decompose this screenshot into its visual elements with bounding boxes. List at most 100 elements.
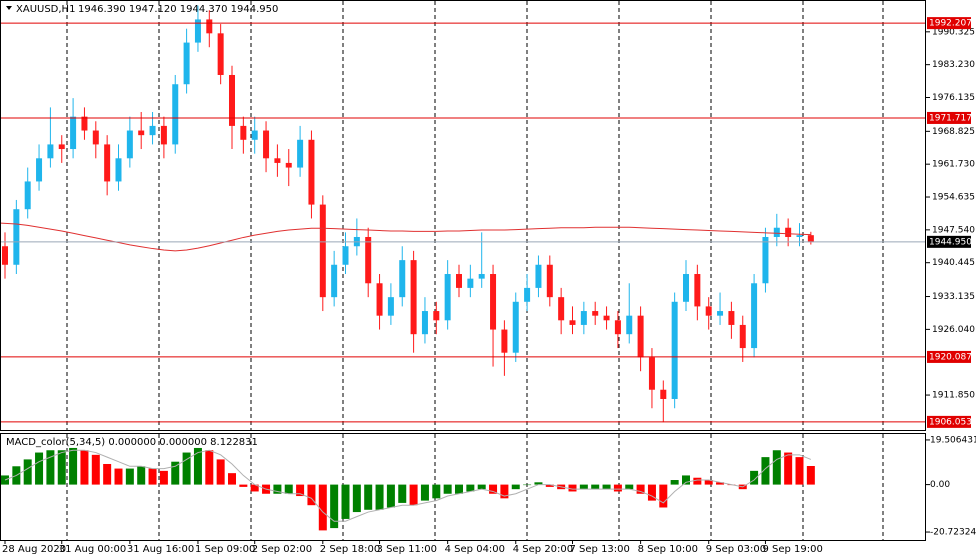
candle-body [365, 236, 372, 284]
candle-body [467, 278, 474, 288]
candle-body [81, 116, 88, 131]
macd-bar [772, 450, 781, 485]
macd-bar [307, 484, 316, 506]
macd-bar [568, 484, 577, 492]
level-label: 1906.053 [929, 417, 972, 427]
current-price-label: 1944.950 [929, 237, 972, 247]
candle-body [456, 274, 462, 288]
macd-bar [171, 461, 180, 485]
level-tag [927, 17, 971, 30]
candle-body [683, 274, 689, 302]
menu-arrow[interactable] [6, 6, 12, 10]
macd-bar [500, 484, 509, 499]
macd-bar [477, 484, 486, 490]
candle-body [160, 125, 167, 145]
candle-body [717, 311, 724, 316]
candle-body [24, 181, 31, 210]
candle-body [13, 209, 20, 265]
macd-bar [35, 452, 44, 485]
candle-body [705, 306, 712, 316]
level-tag [927, 111, 971, 124]
candle-body [126, 130, 133, 159]
macd-bar [761, 457, 770, 485]
level-tag [927, 350, 971, 363]
candle-body [308, 139, 315, 205]
macd-bar [489, 484, 498, 494]
macd-tick-label: 19.506431 [930, 435, 976, 445]
macd-bar [125, 468, 134, 485]
y-tick-label: 1976.135 [932, 93, 975, 103]
candle-body [444, 274, 451, 321]
level-label: 1992.207 [929, 19, 972, 29]
x-tick-label: 31 Aug 16:00 [127, 544, 194, 555]
macd-bar [659, 484, 668, 508]
candle-body [376, 283, 383, 316]
candle-body [104, 144, 111, 182]
candle-body [194, 19, 201, 43]
macd-bar [46, 450, 55, 485]
macd-bar [364, 484, 373, 510]
x-tick-label: 9 Sep 19:00 [762, 544, 822, 555]
candle-body [138, 130, 145, 136]
macd-bar [682, 475, 690, 485]
candle-body [251, 130, 258, 140]
candle-body [773, 227, 780, 237]
macd-bar [182, 452, 191, 485]
candle-body [762, 236, 769, 284]
symbol-title: XAUUSD,H1 [16, 4, 75, 15]
x-tick-label: 4 Sep 04:00 [445, 544, 505, 555]
candle-body [229, 74, 235, 126]
candle-body [47, 144, 54, 159]
macd-bar [420, 484, 429, 501]
candle-body [512, 301, 519, 353]
candle-body [751, 283, 758, 349]
y-tick-label: 1933.135 [932, 292, 975, 302]
candle-body [660, 389, 667, 399]
candle-body [524, 287, 531, 302]
candle-body [558, 297, 565, 321]
x-tick-label: 7 Sep 13:00 [570, 544, 630, 555]
y-tick-label: 1911.850 [932, 391, 975, 401]
candle-body [2, 246, 8, 265]
current-price-tag [927, 235, 971, 248]
level-label: 1971.717 [929, 113, 972, 123]
macd-bar [625, 484, 634, 490]
macd-bar [386, 484, 395, 508]
candle-body [694, 274, 701, 307]
macd-bar [193, 447, 202, 485]
x-tick-label: 2 Sep 02:00 [252, 544, 312, 555]
macd-bar [613, 484, 622, 492]
macd-bar [534, 482, 543, 485]
macd-tick-label: 0.00 [930, 480, 950, 490]
candle-body [569, 320, 576, 325]
candle-body [490, 274, 497, 330]
candle-body [183, 42, 190, 85]
x-tick-label: 31 Aug 00:00 [59, 544, 126, 555]
candle-body [580, 311, 587, 325]
macd-bar [341, 484, 350, 519]
x-tick-label: 8 Sep 10:00 [638, 544, 698, 555]
x-tick-label: 9 Sep 03:00 [706, 544, 766, 555]
macd-bar [318, 484, 327, 531]
macd-bar [443, 484, 452, 494]
candle-body [92, 130, 99, 145]
candle-body [297, 139, 304, 168]
macd-bar [806, 465, 815, 485]
macd-bar [205, 450, 214, 485]
x-tick-label: 3 Sep 11:00 [377, 544, 437, 555]
macd-bar [352, 484, 361, 513]
x-tick-label: 2 Sep 18:00 [320, 544, 380, 555]
macd-bar [409, 484, 418, 506]
level-label: 1920.087 [929, 352, 972, 362]
macd-bar [545, 484, 554, 487]
candle-body [546, 264, 553, 298]
candle-body [36, 158, 43, 182]
macd-bar [330, 484, 339, 529]
macd-bar [398, 484, 407, 503]
candle-body [535, 264, 542, 288]
macd-bar [250, 484, 259, 492]
macd-bar [511, 484, 520, 490]
candle-body [796, 235, 803, 237]
macd-bar [647, 484, 656, 501]
